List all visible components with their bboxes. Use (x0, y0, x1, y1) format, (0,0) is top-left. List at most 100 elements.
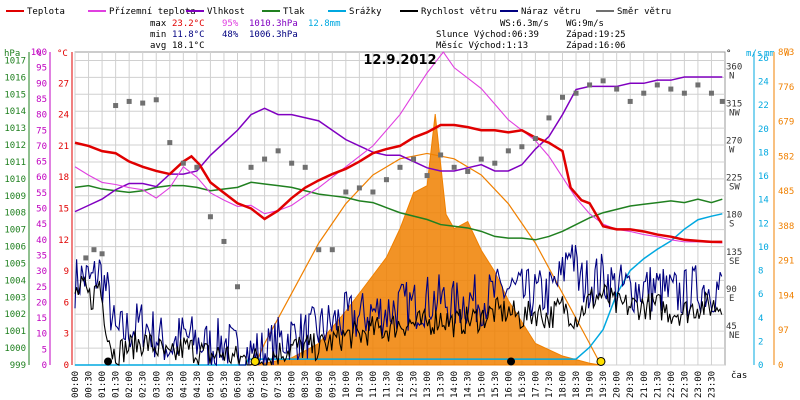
hpa-tick-label: 1013 (4, 124, 26, 134)
hpa-tick-label: 1002 (4, 310, 26, 320)
ms-tick-label: 4 (758, 314, 763, 324)
w-tick-label: 291 (778, 257, 794, 267)
time-tick-label: 16:30 (518, 371, 528, 398)
smer-point (641, 90, 647, 96)
c-tick-label: 0 (64, 361, 69, 371)
hpa-tick-label: 1005 (4, 259, 26, 269)
ms-tick-label: 16 (758, 172, 769, 182)
dir-tick-label: E (729, 294, 734, 304)
smer-point (681, 90, 687, 96)
smer-point (708, 90, 714, 96)
dir-tick-label: N (729, 71, 734, 81)
deg-tick-label: 270 (726, 137, 742, 147)
time-tick-label: 15:00 (477, 371, 487, 398)
w-tick-label: 582 (778, 152, 794, 162)
hpa-tick-label: 1016 (4, 73, 26, 83)
w-tick-label: 679 (778, 118, 794, 128)
deg-tick-label: 315 (726, 100, 742, 110)
unit-pct: % (36, 49, 42, 59)
ms-tick-label: 10 (758, 243, 769, 253)
unit-deg: ° (726, 49, 731, 59)
series-naraz (74, 244, 723, 367)
smer-point (532, 135, 538, 141)
smer-point (329, 247, 335, 253)
time-tick-label: 09:30 (328, 371, 338, 398)
time-tick-label: 08:00 (288, 371, 298, 398)
smer-point (438, 152, 444, 158)
w-tick-label: 0 (778, 361, 783, 371)
ms-tick-label: 14 (758, 196, 769, 206)
smer-point (627, 98, 633, 104)
legend-item-vlhkost: Vlhkost (186, 7, 245, 17)
x-axis: 00:00 00:30 01:00 01:30 02:00 02:30 03:00 03:30… (71, 371, 717, 398)
ms-tick-label: 8 (758, 267, 763, 277)
time-tick-label: 21:00 (640, 371, 650, 398)
smer-point (302, 164, 308, 170)
time-tick-label: 05:30 (220, 371, 230, 398)
smer-point (262, 156, 268, 162)
legend-label-tlak: Tlak (283, 7, 305, 17)
pct-tick-label: 20 (36, 298, 47, 308)
smer-point (91, 247, 97, 253)
smer-point (560, 94, 565, 100)
w-tick-label: 388 (778, 222, 794, 232)
dir-tick-label: SW (729, 183, 740, 193)
series-rychlost (74, 275, 723, 366)
pct-tick-label: 90 (36, 79, 47, 89)
legend-item-prizemni: Přízemní teplota (88, 7, 196, 17)
time-tick-label: 03:30 (166, 371, 176, 398)
smer-point (167, 140, 173, 146)
w-tick-label: 776 (778, 83, 794, 93)
time-tick-label: 18:00 (559, 371, 569, 398)
sun-event-marker (250, 356, 260, 366)
smer-point (113, 103, 119, 109)
time-tick-label: 00:00 (71, 371, 81, 398)
smer-point (695, 82, 701, 88)
pct-tick-label: 75 (36, 126, 47, 136)
stats-max-temp: 23.2°C (172, 19, 205, 29)
sun-event-marker (596, 356, 606, 366)
time-tick-label: 23:00 (694, 371, 704, 398)
legend-label-smer: Směr větru (617, 7, 671, 17)
pct-tick-label: 85 (36, 95, 47, 105)
time-tick-label: 12:30 (410, 371, 420, 398)
stats-max-press: 1010.3hPa (249, 19, 298, 29)
smer-point (587, 82, 593, 88)
pct-tick-label: 55 (36, 189, 47, 199)
pct-tick-label: 60 (36, 173, 47, 183)
stats-max-hum: 95% (222, 19, 239, 29)
time-tick-label: 09:00 (315, 371, 325, 398)
legend-item-teplota: Teplota (6, 7, 65, 17)
pct-tick-label: 80 (36, 111, 47, 121)
legend-item-tlak: Tlak (262, 7, 305, 17)
ms-tick-label: 2 (758, 337, 763, 347)
moon-event-marker (104, 357, 113, 366)
w-tick-label: 873 (778, 48, 794, 58)
hpa-tick-label: 1003 (4, 293, 26, 303)
smer-point (654, 82, 660, 88)
pct-tick-label: 30 (36, 267, 47, 277)
c-tick-label: 18 (58, 173, 69, 183)
pct-tick-label: 0 (42, 361, 47, 371)
time-tick-label: 20:00 (613, 371, 623, 398)
smer-point (505, 148, 511, 154)
hpa-tick-label: 1001 (4, 327, 26, 337)
smer-point (126, 98, 132, 104)
pct-tick-label: 95 (36, 64, 47, 74)
dir-tick-label: NW (729, 109, 740, 119)
hpa-tick-label: 1017 (4, 56, 26, 66)
stats-avg-label: avg (150, 41, 166, 51)
smer-point (519, 144, 525, 150)
c-tick-label: 24 (58, 111, 69, 121)
smer-point (668, 86, 674, 92)
hpa-tick-label: 1012 (4, 141, 26, 151)
time-tick-label: 04:00 (179, 371, 189, 398)
right-axes: 360N315NW270W225SW180S135SE90E45NE262422… (726, 48, 794, 371)
legend-item-rychlost: Rychlost větru (400, 7, 497, 17)
stats-min-label: min (150, 30, 166, 40)
time-tick-label: 19:00 (586, 371, 596, 398)
stats-wg: WG:9m/s (566, 19, 604, 29)
ms-tick-label: 0 (758, 361, 763, 371)
stats-sun-rise: Slunce Východ:06:39 (436, 30, 539, 40)
